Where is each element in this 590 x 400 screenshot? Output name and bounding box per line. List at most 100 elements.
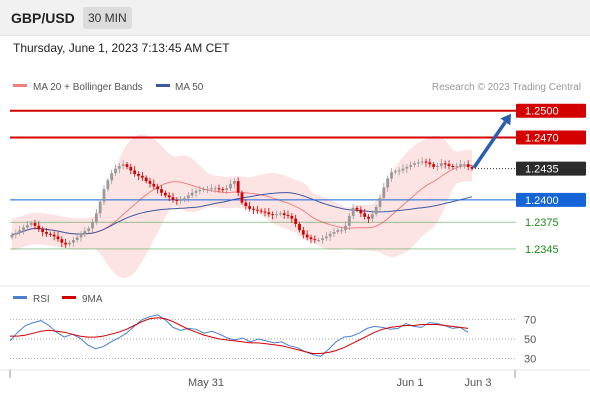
candle-body (420, 161, 424, 163)
candle-body (317, 240, 321, 242)
candle-body (110, 173, 114, 181)
candle-body (37, 225, 41, 230)
oscillator-tick-label: 70 (524, 315, 536, 327)
resistance-label: 1.2470 (525, 132, 559, 144)
candle-body (64, 242, 68, 245)
candle-body (129, 166, 133, 171)
candle-body (152, 183, 156, 187)
candle-body (102, 189, 106, 202)
candle-body (332, 232, 336, 234)
candle-body (18, 230, 22, 233)
candle-body (290, 215, 294, 219)
candle-body (41, 229, 45, 232)
candle-body (455, 166, 459, 167)
datetime-label: Thursday, June 1, 2023 7:13:45 AM CET (13, 41, 230, 55)
candle-body (275, 214, 278, 216)
candle-body (328, 233, 332, 237)
candle-body (439, 163, 443, 166)
legend-label: MA 50 (175, 82, 204, 93)
candle-body (225, 188, 229, 191)
candle-body (206, 189, 209, 191)
candle-body (198, 190, 202, 192)
candle-body (355, 207, 359, 210)
candle-body (416, 162, 420, 164)
candle-body (33, 223, 37, 226)
candle-body (401, 168, 405, 171)
candle-body (466, 164, 470, 167)
candle-body (160, 189, 163, 193)
candle-body (282, 213, 286, 216)
candle-body (52, 234, 56, 237)
candle-body (321, 238, 324, 241)
legend-label: 9MA (82, 294, 103, 305)
candle-body (194, 190, 198, 193)
candle-body (114, 168, 117, 174)
oscillator-tick-label: 50 (524, 334, 536, 346)
rsi-line (9, 314, 469, 357)
candle-body (340, 230, 344, 232)
candle-body (148, 181, 152, 184)
watermark: Research © 2023 Trading Central (432, 82, 581, 93)
candle-body (117, 166, 121, 169)
candle-body (144, 177, 148, 182)
candle-body (167, 195, 171, 198)
candle-body (179, 199, 183, 201)
candle-body (68, 242, 71, 245)
candle-body (213, 188, 217, 190)
candle-body (71, 240, 75, 243)
candle-body (382, 187, 386, 199)
candle-body (267, 212, 271, 215)
candle-body (443, 163, 447, 165)
candle-body (106, 180, 110, 190)
candle-body (390, 172, 393, 179)
candle-body (424, 161, 428, 163)
candle-body (217, 188, 221, 190)
candle-body (298, 223, 301, 231)
candle-body (125, 164, 129, 167)
candle-body (363, 213, 367, 217)
oscillator-tick-label: 30 (524, 353, 536, 365)
resistance-tag (516, 130, 586, 145)
candle-body (286, 215, 290, 217)
candle-body (202, 189, 206, 191)
candle-body (313, 239, 317, 241)
candle-body (370, 214, 374, 219)
candle-body (25, 224, 29, 228)
resistance-tag (516, 103, 586, 118)
candle-body (75, 237, 79, 241)
candle-body (470, 166, 474, 169)
candle-body (278, 213, 282, 215)
candle-body (428, 162, 432, 165)
x-axis-label: May 31 (188, 377, 224, 389)
candle-body (255, 209, 259, 211)
candle-body (91, 222, 94, 229)
candle-body (347, 215, 351, 226)
legend-label: RSI (33, 294, 50, 305)
candle-body (137, 174, 140, 176)
candle-body (409, 165, 413, 167)
candle-body (301, 230, 305, 235)
legend-swatch (13, 296, 27, 299)
symbol-label: GBP/USD (11, 10, 75, 26)
legend-swatch (156, 84, 170, 87)
candle-body (351, 207, 355, 216)
candle-body (60, 239, 64, 243)
candle-body (447, 164, 451, 166)
legend-label: MA 20 + Bollinger Bands (33, 82, 143, 93)
bollinger-band (12, 134, 472, 279)
candle-body (79, 233, 83, 238)
candle-body (29, 223, 33, 225)
candle-body (232, 181, 236, 184)
candle-body (121, 164, 125, 166)
candle-body (359, 209, 363, 214)
candle-body (367, 216, 370, 219)
candle-body (190, 192, 194, 196)
timeframe-badge[interactable]: 30 MIN (83, 7, 132, 29)
candle-body (94, 213, 98, 223)
candle-body (309, 237, 313, 240)
candle-body (344, 225, 347, 231)
support-label: 1.2375 (525, 217, 559, 229)
candle-body (378, 198, 382, 208)
candle-body (324, 236, 328, 239)
